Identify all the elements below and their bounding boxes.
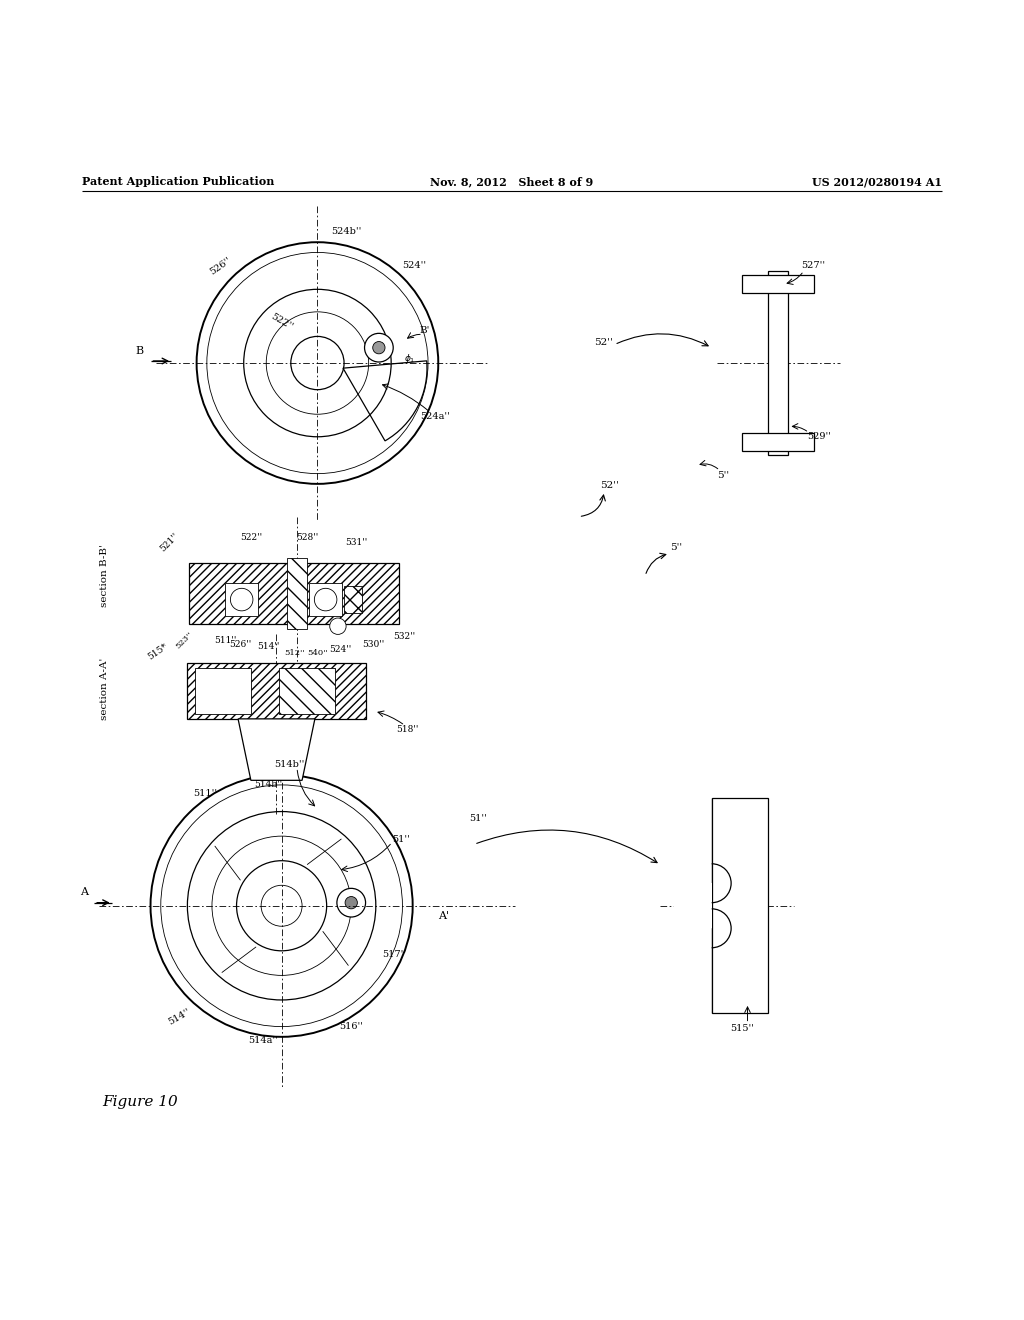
Text: 529'': 529'' xyxy=(807,432,830,441)
Text: 531'': 531'' xyxy=(345,537,368,546)
Text: Nov. 8, 2012   Sheet 8 of 9: Nov. 8, 2012 Sheet 8 of 9 xyxy=(430,177,594,187)
Text: 524b'': 524b'' xyxy=(331,227,361,236)
Text: 512'': 512'' xyxy=(285,649,305,657)
Text: 51'': 51'' xyxy=(469,814,486,824)
Text: 522'': 522'' xyxy=(269,312,294,333)
Bar xyxy=(742,433,814,451)
Circle shape xyxy=(373,342,385,354)
Text: A: A xyxy=(80,887,88,898)
Text: 511'': 511'' xyxy=(214,636,237,645)
Text: $\phi_1$: $\phi_1$ xyxy=(403,352,416,366)
Text: 521'': 521'' xyxy=(158,531,180,553)
Text: 540'': 540'' xyxy=(307,649,328,657)
Text: 5'': 5'' xyxy=(670,543,682,552)
Circle shape xyxy=(365,334,393,362)
Bar xyxy=(225,583,258,616)
Bar xyxy=(344,586,362,612)
Text: 526'': 526'' xyxy=(208,255,232,276)
Bar xyxy=(742,275,814,293)
Text: 51'': 51'' xyxy=(392,834,410,843)
Text: 522'': 522'' xyxy=(240,532,262,541)
Text: 514b'': 514b'' xyxy=(274,760,305,770)
Text: Patent Application Publication: Patent Application Publication xyxy=(82,177,274,187)
Bar xyxy=(189,562,292,624)
Bar xyxy=(196,668,252,714)
Polygon shape xyxy=(238,719,315,780)
Text: 514'': 514'' xyxy=(257,643,280,651)
Text: 524a'': 524a'' xyxy=(420,412,451,421)
Text: 5'': 5'' xyxy=(717,471,729,480)
Text: section A-A': section A-A' xyxy=(100,657,109,719)
Circle shape xyxy=(337,888,366,917)
Text: US 2012/0280194 A1: US 2012/0280194 A1 xyxy=(812,177,942,187)
Text: 530'': 530'' xyxy=(362,640,385,649)
Text: 523'': 523'' xyxy=(174,631,195,651)
Text: 518'': 518'' xyxy=(396,725,418,734)
Bar xyxy=(287,557,307,630)
Text: 524'': 524'' xyxy=(329,645,351,655)
Text: 532'': 532'' xyxy=(393,632,416,642)
Bar xyxy=(768,271,788,455)
Text: 526'': 526'' xyxy=(229,640,252,649)
Text: A': A' xyxy=(438,911,450,921)
Text: B: B xyxy=(135,346,143,356)
Bar xyxy=(309,583,342,616)
Text: Figure 10: Figure 10 xyxy=(102,1096,178,1109)
Text: 517'': 517'' xyxy=(382,950,407,960)
Bar xyxy=(712,799,768,1014)
Bar xyxy=(302,562,399,624)
Text: 515*: 515* xyxy=(146,642,170,661)
Text: 514'': 514'' xyxy=(167,1006,191,1026)
Text: 528'': 528'' xyxy=(296,532,318,541)
Text: 52'': 52'' xyxy=(594,338,612,347)
Text: 511'': 511'' xyxy=(193,788,217,797)
Text: 516'': 516'' xyxy=(339,1022,364,1031)
Text: 515'': 515'' xyxy=(730,1024,755,1034)
Text: 514b'': 514b'' xyxy=(254,780,283,789)
Text: B': B' xyxy=(420,326,430,335)
Circle shape xyxy=(345,896,357,909)
Polygon shape xyxy=(674,883,712,928)
Circle shape xyxy=(230,589,253,611)
Circle shape xyxy=(314,589,337,611)
Circle shape xyxy=(330,618,346,635)
Text: section B-B': section B-B' xyxy=(100,545,109,607)
Text: 52'': 52'' xyxy=(600,482,618,491)
Text: 514a'': 514a'' xyxy=(248,1036,279,1045)
Text: 524'': 524'' xyxy=(402,261,427,271)
Text: 527'': 527'' xyxy=(801,261,825,271)
Bar xyxy=(279,668,335,714)
Bar xyxy=(187,663,367,719)
